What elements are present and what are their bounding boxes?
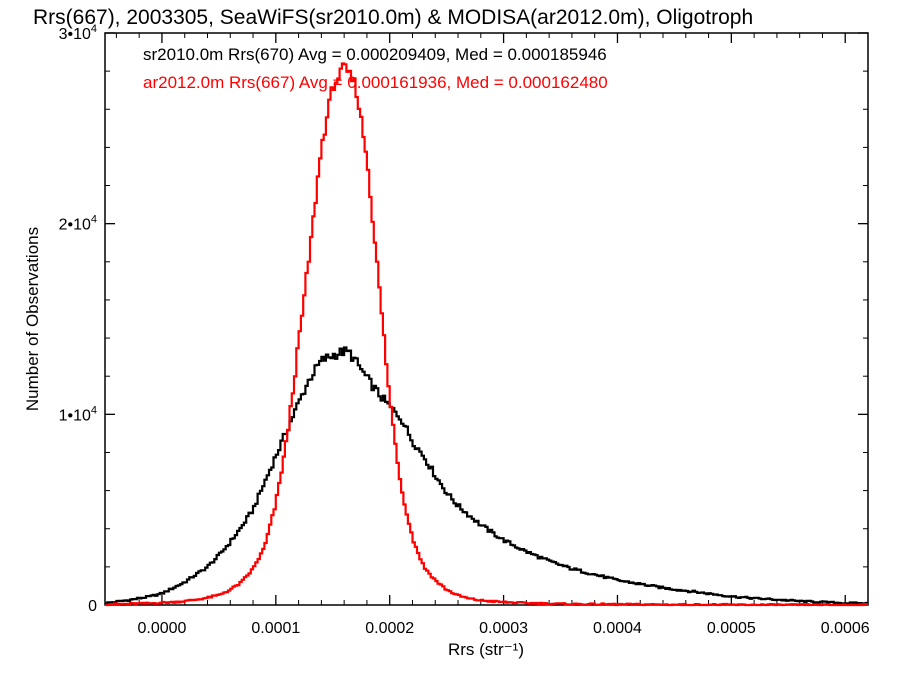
x-tick-label: 0.0000 <box>137 620 186 637</box>
x-axis-label: Rrs (str⁻¹) <box>448 640 524 659</box>
legend-entry-1: sr2010.0m Rrs(670) Avg = 0.000209409, Me… <box>143 45 607 64</box>
x-tick-label: 0.0003 <box>479 620 528 637</box>
x-tick-label: 0.0006 <box>821 620 870 637</box>
plot-frame <box>104 32 869 606</box>
y-axis: 0 1•104 2•104 3•104 <box>59 23 868 615</box>
legend-entry-2: ar2012.0m Rrs(667) Avg = 0.000161936, Me… <box>143 73 608 92</box>
x-tick-label: 0.0005 <box>707 620 756 637</box>
chart-title: Rrs(667), 2003305, SeaWiFS(sr2010.0m) & … <box>33 6 753 29</box>
y-tick-label: 1•104 <box>59 404 97 424</box>
series-layer <box>105 62 868 607</box>
series-2-histogram-line <box>105 62 868 607</box>
series-1-histogram-line <box>105 346 868 605</box>
y-tick-label: 3•104 <box>59 23 97 43</box>
x-tick-label: 0.0001 <box>251 620 300 637</box>
legend: sr2010.0m Rrs(670) Avg = 0.000209409, Me… <box>143 45 608 92</box>
x-tick-label: 0.0002 <box>365 620 414 637</box>
x-tick-label: 0.0004 <box>593 620 642 637</box>
x-axis: 0.0000 0.0001 0.0002 0.0003 0.0004 0.0005 0.00… <box>115 33 870 637</box>
y-tick-label: 0 <box>88 598 97 615</box>
y-axis-label: Number of Observations <box>23 227 42 411</box>
y-tick-label: 2•104 <box>59 214 97 234</box>
